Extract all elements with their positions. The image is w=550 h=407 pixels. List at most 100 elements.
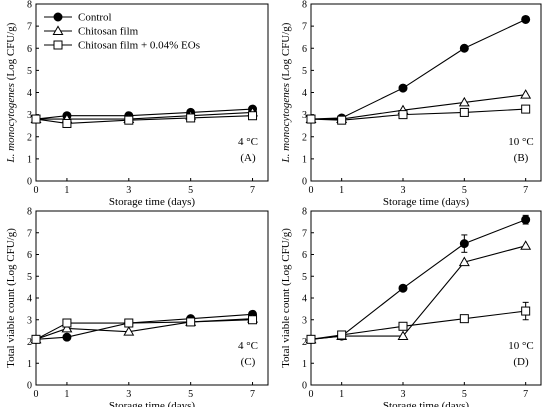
chart-panel: 0 1 2 3 4 5 6 7 8 0 1 3 5 7 Storage time (days) L. mono… <box>5 0 269 208</box>
plot-frame <box>35 210 269 386</box>
y-axis-label: L. monocytogenes (Log CFU/g) <box>280 22 292 163</box>
y-tick-label: 8 <box>27 0 32 11</box>
y-tick-label: 3 <box>302 315 307 326</box>
data-series <box>306 104 531 125</box>
y-tick-label: 8 <box>27 207 32 218</box>
x-tick-label: 5 <box>462 185 467 196</box>
data-point <box>397 330 409 341</box>
y-tick-label: 7 <box>27 228 32 239</box>
x-tick-label: 7 <box>523 389 528 400</box>
y-tick-label: 7 <box>302 228 307 239</box>
data-point <box>124 115 134 125</box>
data-point <box>521 215 531 225</box>
y-axis-label: L. monocytogenes (Log CFU/g) <box>5 22 17 163</box>
data-point <box>248 315 258 325</box>
x-tick-label: 7 <box>523 185 528 196</box>
y-tick-label: 3 <box>27 315 32 326</box>
data-point <box>459 239 469 249</box>
legend-marker <box>52 25 64 35</box>
data-point <box>398 110 408 120</box>
temperature-label: 4 °C <box>238 340 258 352</box>
data-point <box>306 114 316 124</box>
chart-panel: 0 1 2 3 4 5 6 7 8 0 1 3 5 7 Storage time (days) Total v… <box>5 207 269 407</box>
panel-label: (B) <box>514 152 529 164</box>
y-tick-label: 0 <box>302 177 307 188</box>
x-tick-label: 0 <box>309 389 314 400</box>
chart-panel: 0 1 2 3 4 5 6 7 8 0 1 3 5 7 Storage time (days) Total v… <box>280 207 542 407</box>
x-tick-label: 1 <box>64 185 69 196</box>
legend-marker <box>53 40 63 50</box>
series-line <box>310 219 526 340</box>
temperature-label: 10 °C <box>508 136 534 148</box>
series-line <box>310 18 526 120</box>
x-axis-label: Storage time (days) <box>383 196 469 208</box>
y-tick-label: 4 <box>27 294 32 305</box>
series-line <box>310 245 526 340</box>
y-tick-label: 6 <box>27 250 32 261</box>
y-tick-label: 1 <box>27 154 32 165</box>
x-tick-label: 3 <box>401 389 406 400</box>
x-tick-label: 1 <box>339 389 344 400</box>
y-tick-label: 6 <box>302 44 307 55</box>
data-series <box>31 315 258 344</box>
y-tick-label: 2 <box>27 337 32 348</box>
y-tick-label: 5 <box>302 66 307 77</box>
data-point <box>31 114 41 124</box>
data-point <box>337 330 347 340</box>
chart-panel: 0 1 2 3 4 5 6 7 8 0 1 3 5 7 Storage time (days) L. mono… <box>280 0 542 208</box>
data-point <box>459 43 469 53</box>
x-tick-label: 1 <box>339 185 344 196</box>
data-series <box>305 240 532 344</box>
x-axis-label: Storage time (days) <box>109 400 195 407</box>
data-point <box>124 318 134 328</box>
y-tick-label: 2 <box>302 132 307 143</box>
plot-frame <box>310 3 542 182</box>
y-tick-label: 4 <box>27 88 32 99</box>
x-tick-label: 1 <box>64 389 69 400</box>
x-tick-label: 5 <box>188 185 193 196</box>
data-point <box>398 283 408 293</box>
data-point <box>337 115 347 125</box>
temperature-label: 10 °C <box>508 340 534 352</box>
y-tick-label: 6 <box>27 44 32 55</box>
y-tick-label: 4 <box>302 294 307 305</box>
y-tick-label: 2 <box>27 132 32 143</box>
y-tick-label: 3 <box>302 110 307 121</box>
data-point <box>248 111 258 121</box>
data-point <box>521 306 531 316</box>
y-tick-label: 4 <box>302 88 307 99</box>
x-tick-label: 0 <box>34 185 39 196</box>
y-tick-label: 0 <box>302 381 307 392</box>
data-point <box>521 14 531 24</box>
data-point <box>62 118 72 128</box>
y-tick-label: 2 <box>302 337 307 348</box>
x-tick-label: 5 <box>462 389 467 400</box>
data-series <box>31 111 258 128</box>
x-tick-label: 7 <box>250 185 255 196</box>
data-point <box>458 96 470 107</box>
x-tick-label: 3 <box>126 185 131 196</box>
data-point <box>458 256 470 267</box>
legend-marker <box>53 12 63 22</box>
x-axis-label: Storage time (days) <box>109 196 195 208</box>
data-series <box>306 14 531 124</box>
data-point <box>520 240 532 250</box>
data-point <box>61 322 73 333</box>
x-tick-label: 7 <box>250 389 255 400</box>
legend: Control Chitosan film Chitosan film + 0.04… <box>44 12 200 52</box>
x-tick-label: 0 <box>34 389 39 400</box>
data-point <box>306 334 316 344</box>
data-point <box>521 104 531 114</box>
y-tick-label: 8 <box>302 207 307 218</box>
temperature-label: 4 °C <box>238 136 258 148</box>
data-point <box>398 321 408 331</box>
data-series <box>306 301 531 344</box>
y-tick-label: 5 <box>27 272 32 283</box>
data-point <box>31 334 41 344</box>
data-point <box>62 318 72 328</box>
y-tick-label: 0 <box>27 177 32 188</box>
data-point <box>186 113 196 123</box>
plot-frame <box>310 210 542 386</box>
y-axis-label: Total viable count (Log CFU/g) <box>280 228 292 368</box>
